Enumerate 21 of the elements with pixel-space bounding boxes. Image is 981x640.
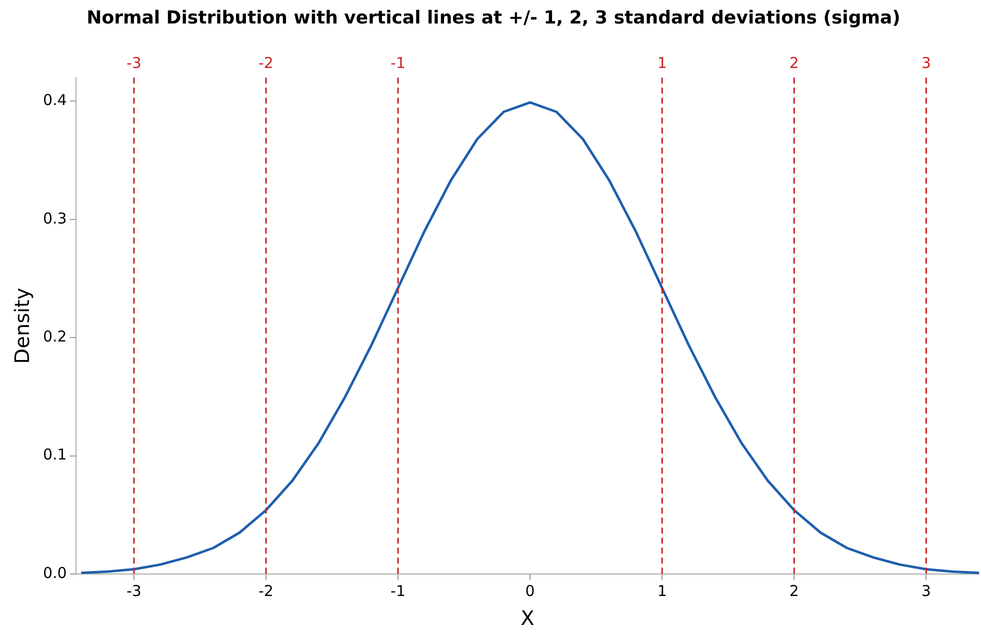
x-axis-title: X xyxy=(520,606,535,630)
y-tick-label: 0.0 xyxy=(42,564,67,582)
y-axis-title: Density xyxy=(10,288,34,364)
y-tick-label: 0.4 xyxy=(42,91,67,110)
ref-line-label: -2 xyxy=(258,54,274,72)
y-tick-label: 0.1 xyxy=(42,446,67,464)
x-tick-label: 3 xyxy=(921,582,931,600)
x-tick-label: 2 xyxy=(789,582,799,600)
ref-line-label: 2 xyxy=(789,54,799,72)
y-tick-label: 0.2 xyxy=(42,328,67,346)
x-tick-label: -1 xyxy=(390,582,406,600)
y-tick-label: 0.3 xyxy=(42,209,67,228)
ref-line-label: -1 xyxy=(390,54,406,72)
x-tick-label: 1 xyxy=(657,582,667,600)
ref-line-label: 3 xyxy=(921,54,931,72)
x-tick-label: 0 xyxy=(525,582,535,600)
ref-line-label: -3 xyxy=(126,54,142,72)
ref-line-label: 1 xyxy=(657,54,667,72)
x-tick-label: -3 xyxy=(126,582,142,600)
x-tick-label: -2 xyxy=(258,582,274,600)
chart-title: Normal Distribution with vertical lines at +/- 1, 2, 3 standard deviations (sigma) xyxy=(86,7,900,28)
